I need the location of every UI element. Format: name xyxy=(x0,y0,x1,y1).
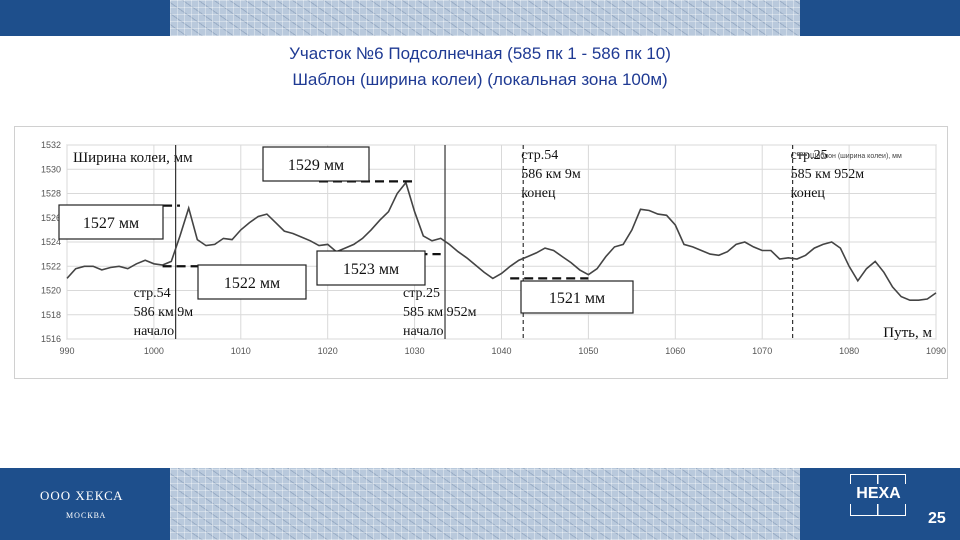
y-tick-label: 1530 xyxy=(41,164,61,174)
marker-label: 585 км 952м xyxy=(403,305,477,320)
y-tick-label: 1526 xyxy=(41,213,61,223)
annotation-label: 1521 мм xyxy=(549,290,605,307)
marker-label: стр.54 xyxy=(521,148,558,163)
mesh-decoration xyxy=(170,468,800,540)
hexa-logo-text: HEXA xyxy=(850,484,907,504)
x-tick-label: 990 xyxy=(59,346,74,356)
slide-title-line2: Шаблон (ширина колеи) (локальная зона 10… xyxy=(292,70,668,89)
slide-title-line1: Участок №6 Подсолнечная (585 пк 1 - 586 … xyxy=(289,44,671,63)
bottom-banner xyxy=(0,468,960,540)
x-tick-label: 1010 xyxy=(231,346,251,356)
annotation-label: 1527 мм xyxy=(83,215,139,232)
marker-label: конец xyxy=(521,186,556,201)
annotation-box xyxy=(316,250,426,286)
marker-label: 586 км 9м xyxy=(134,305,194,320)
company-name: ООО ХЕКСА xyxy=(40,488,124,503)
x-tick-label: 1080 xyxy=(839,346,859,356)
y-tick-label: 1528 xyxy=(41,189,61,199)
marker-label: стр.25 xyxy=(791,148,828,163)
marker-label: начало xyxy=(403,324,444,339)
x-tick-label: 1030 xyxy=(405,346,425,356)
y-tick-label: 1516 xyxy=(41,334,61,344)
annotation-label: 1529 мм xyxy=(288,157,344,174)
legend-label: Шаблон (ширина колеи), мм xyxy=(810,152,902,160)
marker-label: конец xyxy=(791,186,826,201)
annotation-box xyxy=(58,204,164,240)
gauge-width-chart: 1516 1518 1520 1522 1524 1526 1528 1530 1532 990 1… xyxy=(41,140,946,356)
y-tick-label: 1524 xyxy=(41,237,61,247)
annotation-box xyxy=(197,264,307,300)
y-tick-label: 1520 xyxy=(41,286,61,296)
x-tick-label: 1070 xyxy=(752,346,772,356)
x-tick-label: 1040 xyxy=(491,346,511,356)
y-tick-label: 1518 xyxy=(41,310,61,320)
chart-frame: 1516 1518 1520 1522 1524 1526 1528 1530 1532 990 1… xyxy=(14,126,948,379)
marker-label: 585 км 952м xyxy=(791,167,865,182)
y-tick-label: 1532 xyxy=(41,140,61,150)
y-axis-title: Ширина колеи, мм xyxy=(73,150,193,166)
x-tick-label: 1090 xyxy=(926,346,946,356)
annotation-box xyxy=(262,146,370,182)
mesh-decoration xyxy=(170,0,800,36)
x-tick-label: 1050 xyxy=(578,346,598,356)
series-line xyxy=(66,180,937,301)
marker-label: 586 км 9м xyxy=(521,167,581,182)
company-city: МОСКВА xyxy=(66,511,107,520)
marker-label: стр.25 xyxy=(403,286,440,301)
page-number: 25 xyxy=(928,510,946,527)
annotation-label: 1522 мм xyxy=(224,275,280,292)
y-tick-label: 1522 xyxy=(41,261,61,271)
x-axis-title: Путь, м xyxy=(883,325,932,341)
x-tick-label: 1000 xyxy=(144,346,164,356)
marker-label: стр.54 xyxy=(134,286,171,301)
x-tick-label: 1020 xyxy=(318,346,338,356)
top-banner xyxy=(0,0,960,36)
marker-label: начало xyxy=(134,324,175,339)
annotation-box xyxy=(520,280,634,314)
x-tick-label: 1060 xyxy=(665,346,685,356)
annotation-label: 1523 мм xyxy=(343,261,399,278)
